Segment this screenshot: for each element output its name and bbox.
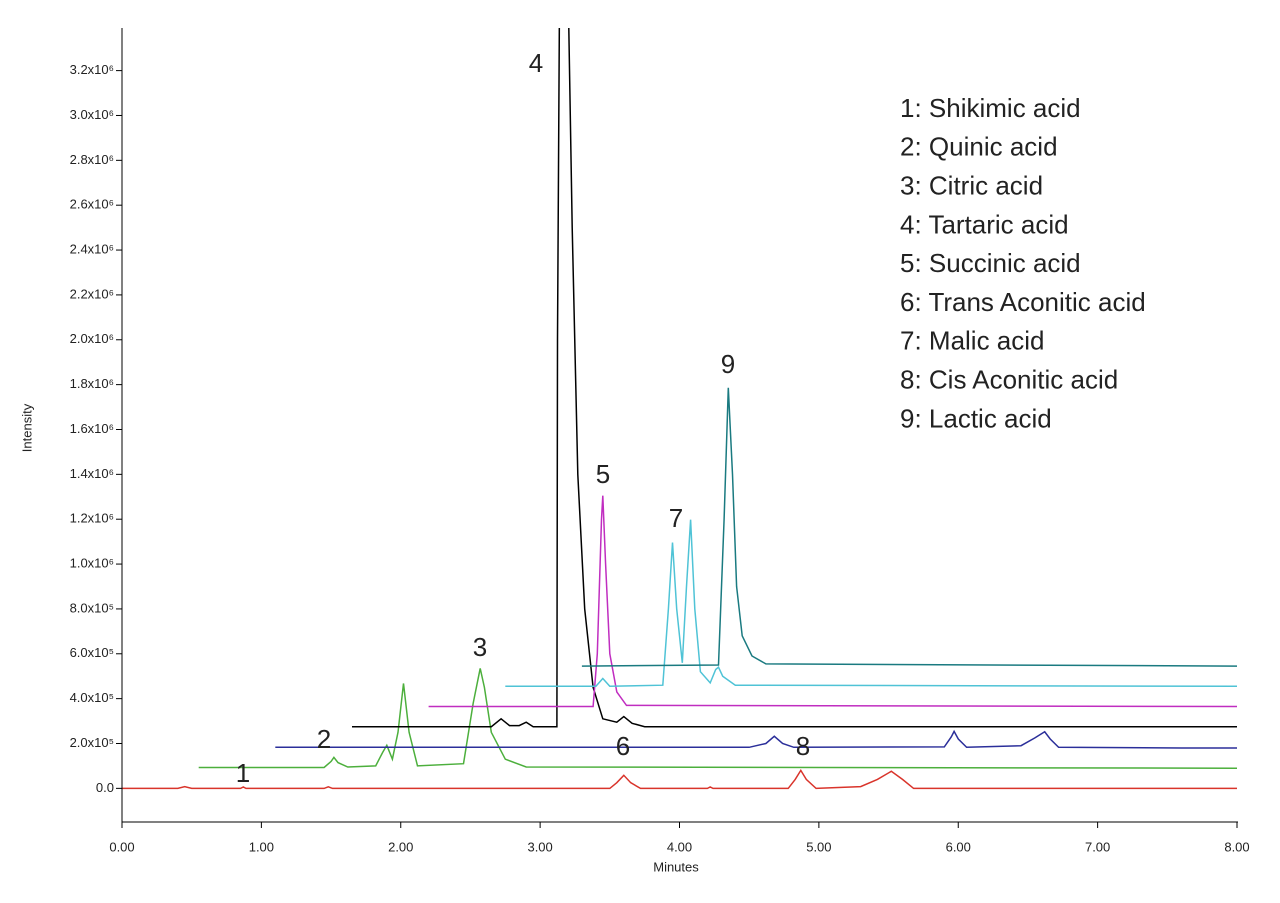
traces bbox=[122, 28, 1238, 790]
x-tick-label: 6.00 bbox=[946, 839, 971, 854]
trace bbox=[505, 519, 1238, 688]
trace bbox=[198, 668, 1238, 769]
legend-entry: 9: Lactic acid bbox=[900, 403, 1052, 433]
peak-label: 4 bbox=[529, 48, 543, 78]
legend-entry: 5: Succinic acid bbox=[900, 248, 1081, 278]
peak-label: 1 bbox=[236, 758, 250, 788]
trace bbox=[581, 387, 1238, 667]
y-tick-label: 3.0x10⁶ bbox=[70, 107, 114, 122]
y-tick-label: 2.8x10⁶ bbox=[70, 152, 114, 167]
x-axis-title: Minutes bbox=[653, 859, 699, 874]
x-tick-label: 1.00 bbox=[249, 839, 274, 854]
y-tick-label: 6.0x10⁵ bbox=[70, 645, 114, 660]
y-axis-title: Intensity bbox=[19, 403, 34, 452]
trace bbox=[275, 729, 1237, 749]
legend-entry: 7: Malic acid bbox=[900, 326, 1045, 356]
x-tick-label: 2.00 bbox=[388, 839, 413, 854]
legend-entry: 3: Citric acid bbox=[900, 170, 1043, 200]
y-tick-label: 1.6x10⁶ bbox=[70, 421, 114, 436]
y-tick-label: 2.0x10⁵ bbox=[70, 735, 114, 750]
y-tick-label: 2.4x10⁶ bbox=[70, 241, 114, 256]
peak-label: 5 bbox=[596, 459, 610, 489]
y-tick-label: 8.0x10⁵ bbox=[70, 600, 114, 615]
peak-label: 2 bbox=[317, 724, 331, 754]
legend-entry: 2: Quinic acid bbox=[900, 132, 1058, 162]
y-tick-label: 1.0x10⁶ bbox=[70, 555, 114, 570]
y-tick-label: 3.2x10⁶ bbox=[70, 62, 114, 77]
legend-entry: 4: Tartaric acid bbox=[900, 209, 1069, 239]
peak-label: 9 bbox=[721, 349, 735, 379]
x-tick-label: 8.00 bbox=[1224, 839, 1249, 854]
peak-label: 7 bbox=[669, 503, 683, 533]
trace bbox=[428, 495, 1238, 708]
y-tick-label: 1.4x10⁶ bbox=[70, 466, 114, 481]
peak-label: 3 bbox=[473, 632, 487, 662]
peak-label: 6 bbox=[616, 731, 630, 761]
legend-entry: 1: Shikimic acid bbox=[900, 93, 1081, 123]
legend-entry: 8: Cis Aconitic acid bbox=[900, 364, 1118, 394]
y-tick-label: 2.2x10⁶ bbox=[70, 286, 114, 301]
trace bbox=[122, 768, 1237, 790]
peak-label: 8 bbox=[796, 731, 810, 761]
y-tick-label: 2.0x10⁶ bbox=[70, 331, 114, 346]
y-tick-label: 1.8x10⁶ bbox=[70, 376, 114, 391]
x-tick-label: 7.00 bbox=[1085, 839, 1110, 854]
legend-entry: 6: Trans Aconitic acid bbox=[900, 287, 1146, 317]
trace bbox=[352, 28, 1237, 728]
x-tick-label: 5.00 bbox=[806, 839, 831, 854]
y-tick-label: 4.0x10⁵ bbox=[70, 690, 114, 705]
y-tick-label: 2.6x10⁶ bbox=[70, 197, 114, 212]
y-tick-label: 1.2x10⁶ bbox=[70, 511, 114, 526]
x-tick-label: 0.00 bbox=[109, 839, 134, 854]
y-tick-label: 0.0 bbox=[96, 780, 114, 795]
x-tick-label: 3.00 bbox=[527, 839, 552, 854]
x-tick-label: 4.00 bbox=[667, 839, 692, 854]
